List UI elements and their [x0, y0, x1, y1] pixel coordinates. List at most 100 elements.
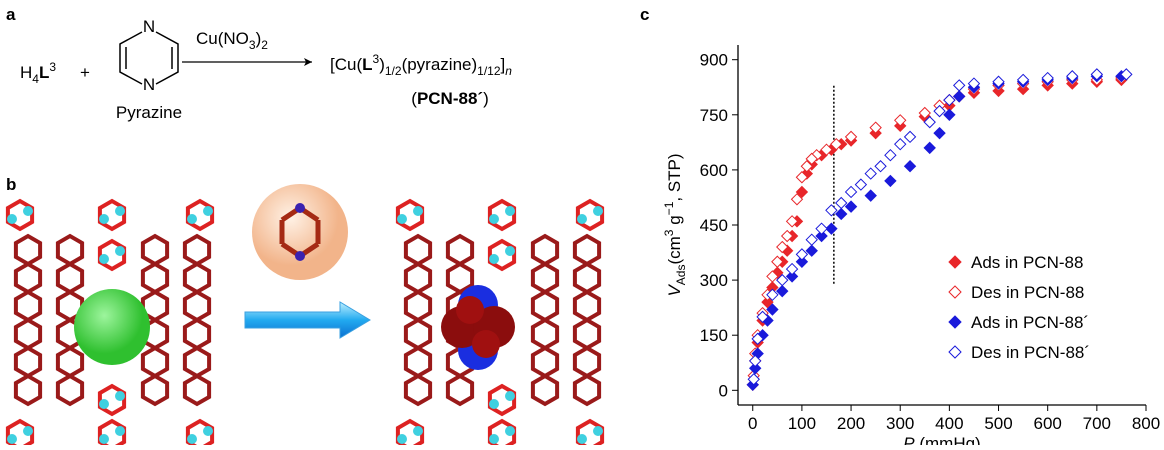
atom: N: [143, 75, 155, 94]
text: [Cu(: [330, 55, 362, 74]
cu-atom: [187, 214, 197, 224]
data-point: [923, 141, 936, 155]
data-point: [805, 152, 818, 166]
data-point: [835, 207, 848, 221]
data-point: [844, 200, 858, 213]
data-point: [780, 229, 794, 243]
text: (: [411, 89, 417, 108]
data-point: [844, 185, 858, 199]
data-point: [825, 222, 838, 235]
text: ]: [501, 55, 506, 74]
data-point: [761, 295, 774, 309]
linker-ring: [403, 345, 433, 379]
atom: N: [143, 17, 155, 36]
y-axis-label: VAds(cm3 g−1, STP): [662, 153, 688, 296]
guest-in-pore: [441, 285, 515, 370]
cu-atom: [115, 206, 125, 216]
data-point: [785, 215, 799, 228]
data-point: [835, 196, 848, 210]
cu-atom: [505, 206, 515, 216]
linker-ring: [140, 233, 170, 267]
data-point: [815, 222, 828, 235]
data-point: [766, 288, 779, 302]
linker-ring: [530, 317, 560, 351]
data-point: [923, 115, 936, 129]
data-point: [854, 178, 868, 191]
cu-atom: [23, 426, 33, 436]
data-point: [844, 130, 858, 144]
linker-ring: [530, 233, 560, 267]
data-point: [992, 75, 1005, 88]
data-point: [1041, 71, 1054, 85]
text: V: [665, 284, 684, 297]
panel-label: c: [640, 5, 649, 24]
cu-atom: [505, 426, 515, 436]
cluster: [5, 198, 35, 232]
data-point: [1120, 68, 1133, 81]
cu-atom: [397, 214, 407, 224]
data-point: [815, 229, 828, 243]
data-point: [864, 167, 877, 180]
data-point: [795, 248, 809, 261]
linker-ring: [572, 317, 602, 351]
text: 3: [249, 38, 256, 52]
data-point: [884, 174, 897, 188]
data-point: [785, 270, 799, 283]
text: ): [379, 55, 385, 74]
cu-atom: [99, 214, 109, 224]
product-name: (PCN-88´): [411, 89, 488, 108]
data-point: [748, 362, 762, 375]
linker-ring: [182, 345, 212, 379]
data-point: [747, 373, 760, 386]
text: Ads: [674, 265, 688, 286]
linker-ring: [55, 345, 85, 379]
frameworks: [5, 198, 605, 450]
linker-ring: [182, 317, 212, 351]
plus: +: [80, 63, 90, 82]
cu-atom: [489, 254, 499, 264]
text: 3: [373, 52, 380, 66]
pyrazine-label: Pyrazine: [116, 103, 182, 122]
x-tick-label: 300: [886, 414, 914, 433]
linker-ring: [55, 261, 85, 295]
linker-ring: [403, 233, 433, 267]
linker-ring: [403, 289, 433, 323]
linker-ring: [445, 373, 475, 407]
legend-marker: [948, 255, 962, 269]
cu-atom: [99, 399, 109, 409]
cu-atom: [505, 246, 515, 256]
text: g: [665, 215, 684, 229]
linker-ring: [572, 345, 602, 379]
data-point: [805, 233, 818, 246]
x-axis-label: P (mmHg): [903, 434, 980, 445]
linker-ring: [13, 233, 43, 267]
linker-ring: [182, 261, 212, 295]
data-point: [795, 255, 809, 268]
legend-label: Ads in PCN-88: [971, 253, 1083, 272]
y-tick-label: 600: [700, 161, 728, 180]
x-tick-label: 400: [935, 414, 963, 433]
pyrazine-ring: [119, 31, 179, 85]
data-point: [805, 244, 818, 257]
data-point: [894, 114, 907, 127]
product: [Cu(L3)1/2(pyrazine)1/12]n: [330, 52, 512, 78]
data-point: [771, 255, 784, 268]
text: 3: [662, 229, 676, 236]
data-point: [933, 104, 946, 118]
text: , STP): [665, 153, 684, 201]
linker-ring: [13, 345, 43, 379]
text: −1: [662, 201, 676, 215]
panel-label: b: [6, 175, 16, 194]
linker-ring: [445, 233, 475, 267]
cu-atom: [99, 254, 109, 264]
transform-arrow: [244, 301, 371, 339]
text: 1/12: [477, 64, 501, 78]
cu-atom: [203, 206, 213, 216]
linker-ring: [403, 261, 433, 295]
data-point: [1066, 70, 1079, 83]
data-point: [943, 108, 956, 122]
y-tick-label: 750: [700, 106, 728, 125]
cluster: [97, 383, 127, 417]
cluster: [395, 198, 425, 232]
legend-label: Des in PCN-88: [971, 283, 1084, 302]
